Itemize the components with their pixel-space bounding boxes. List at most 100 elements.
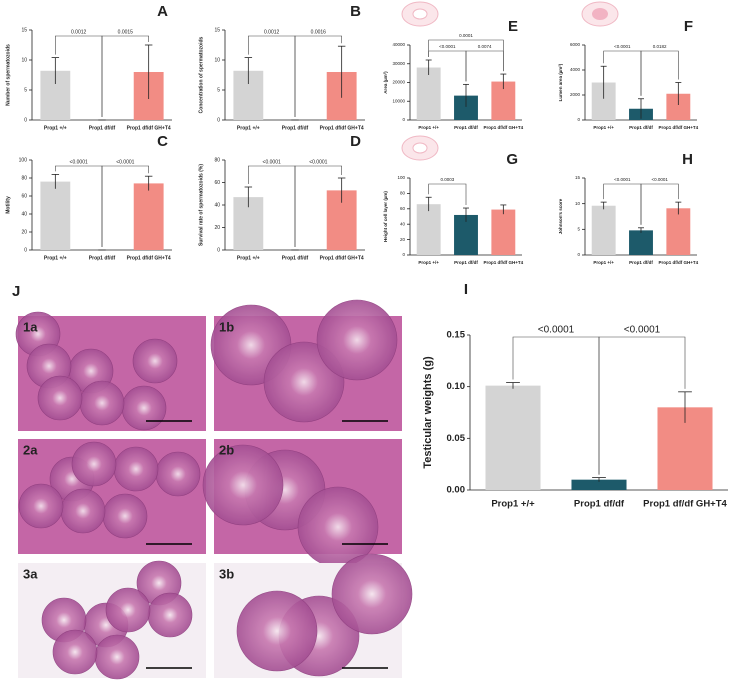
p-value: <0.0001 — [614, 177, 631, 182]
p-value: 0.0001 — [459, 33, 473, 38]
y-tick-label: 20 — [21, 229, 27, 235]
p-value: <0.0001 — [263, 159, 281, 165]
x-tick-label: Prop1 +/+ — [44, 125, 67, 131]
micrograph-label: 1b — [219, 319, 234, 334]
x-tick-label: Prop1 df/df — [282, 255, 309, 261]
tubule — [113, 446, 159, 492]
x-tick-label: Prop1 +/+ — [237, 255, 260, 261]
x-tick-label: Prop1 df/df — [629, 260, 653, 265]
panel-letter: B — [350, 3, 361, 20]
bar — [133, 183, 164, 250]
significance-bracket — [294, 165, 342, 247]
y-tick-label: 40 — [21, 211, 27, 217]
y-tick-label: 0 — [402, 252, 405, 257]
x-tick-label: Prop1 df/df — [629, 125, 653, 130]
x-tick-label: Prop1 df/df GH+T4 — [484, 125, 524, 130]
tubule — [18, 483, 64, 529]
tubule — [331, 553, 413, 635]
x-tick-label: Prop1 df/df GH+T4 — [484, 260, 524, 265]
y-tick-label: 10000 — [392, 98, 405, 103]
panel-letter: G — [506, 151, 518, 168]
p-value: 0.0016 — [311, 29, 327, 35]
tubule — [105, 587, 151, 633]
y-axis-title: Number of spermatozoids — [5, 44, 11, 106]
significance-bracket — [428, 183, 467, 206]
x-tick-label: Prop1 +/+ — [237, 125, 260, 131]
panel-letter: F — [684, 18, 693, 35]
x-tick-label: Prop1 df/df GH+T4 — [127, 125, 171, 131]
x-tick-label: Prop1 df/df GH+T4 — [659, 125, 699, 130]
y-tick-label: 100 — [19, 157, 28, 163]
y-tick-label: 0.15 — [447, 330, 466, 341]
tubule — [60, 488, 106, 534]
y-tick-label: 80 — [400, 191, 406, 196]
p-value: <0.0001 — [439, 44, 456, 49]
tubule — [102, 493, 148, 539]
p-value: <0.0001 — [309, 159, 327, 165]
significance-bracket — [640, 183, 679, 225]
panel-letter: I — [464, 281, 468, 298]
y-tick-label: 40000 — [392, 42, 405, 47]
y-tick-label: 30000 — [392, 61, 405, 66]
y-axis-title: Area (µm²) — [383, 71, 388, 94]
bar — [416, 67, 441, 120]
y-tick-label: 20 — [400, 237, 406, 242]
x-tick-label: Prop1 df/df — [454, 125, 478, 130]
panel-letter: C — [157, 133, 168, 150]
y-tick-label: 80 — [21, 175, 27, 181]
tubule — [202, 444, 284, 526]
panel-letter: E — [508, 18, 518, 35]
y-tick-label: 15 — [21, 27, 27, 33]
y-tick-label: 0 — [402, 117, 405, 122]
bar — [491, 209, 516, 255]
bar — [485, 385, 541, 490]
x-tick-label: Prop1 df/df GH+T4 — [659, 260, 699, 265]
y-tick-label: 0 — [577, 117, 580, 122]
y-tick-label: 0.05 — [447, 433, 466, 444]
bar — [591, 82, 616, 120]
bar — [454, 214, 478, 255]
p-value: 0.0015 — [118, 29, 134, 35]
significance-bracket — [640, 50, 679, 96]
panel-letter: J — [12, 283, 20, 300]
y-tick-label: 2000 — [570, 92, 581, 97]
p-value: 0.0074 — [478, 44, 492, 49]
y-tick-label: 0 — [217, 247, 220, 253]
significance-bracket — [598, 336, 686, 475]
x-tick-label: Prop1 +/+ — [593, 260, 614, 265]
significance-bracket — [428, 39, 504, 72]
y-tick-label: 0.00 — [447, 485, 466, 496]
y-axis-title: Testicular weights (g) — [422, 356, 434, 469]
x-tick-label: Prop1 df/df GH+T4 — [320, 255, 364, 261]
p-value: <0.0001 — [538, 325, 575, 336]
y-axis-title: Johnson's score — [558, 198, 563, 234]
y-tick-label: 4000 — [570, 67, 581, 72]
bar — [40, 181, 71, 250]
bar — [454, 95, 478, 120]
micrographs: 1a 1b 2a 2b 3a 3b — [15, 299, 413, 680]
y-tick-label: 10 — [214, 57, 220, 63]
p-value: <0.0001 — [651, 177, 668, 182]
p-value: 0.0003 — [440, 177, 454, 182]
bar — [666, 208, 691, 255]
y-tick-label: 20000 — [392, 80, 405, 85]
p-value: <0.0001 — [116, 159, 134, 165]
y-axis-title: Motility — [5, 196, 11, 214]
p-value: 0.0182 — [653, 44, 667, 49]
y-tick-label: 100 — [397, 175, 405, 180]
y-tick-label: 15 — [214, 27, 220, 33]
tubule — [132, 338, 178, 384]
x-tick-label: Prop1 df/df — [89, 125, 116, 131]
x-tick-label: Prop1 df/df GH+T4 — [643, 499, 727, 510]
tubule — [147, 592, 193, 638]
tubule — [52, 629, 98, 675]
p-value: <0.0001 — [624, 325, 661, 336]
tubule — [316, 299, 398, 381]
significance-bracket — [101, 165, 149, 247]
y-axis-title: Height of cell layer (µm) — [383, 191, 388, 242]
micrograph-label: 3a — [23, 566, 38, 581]
y-axis-title: Survival rate of spermatozoids (%) — [198, 164, 204, 246]
y-tick-label: 80 — [214, 157, 220, 163]
x-tick-label: Prop1 df/df — [89, 255, 116, 261]
